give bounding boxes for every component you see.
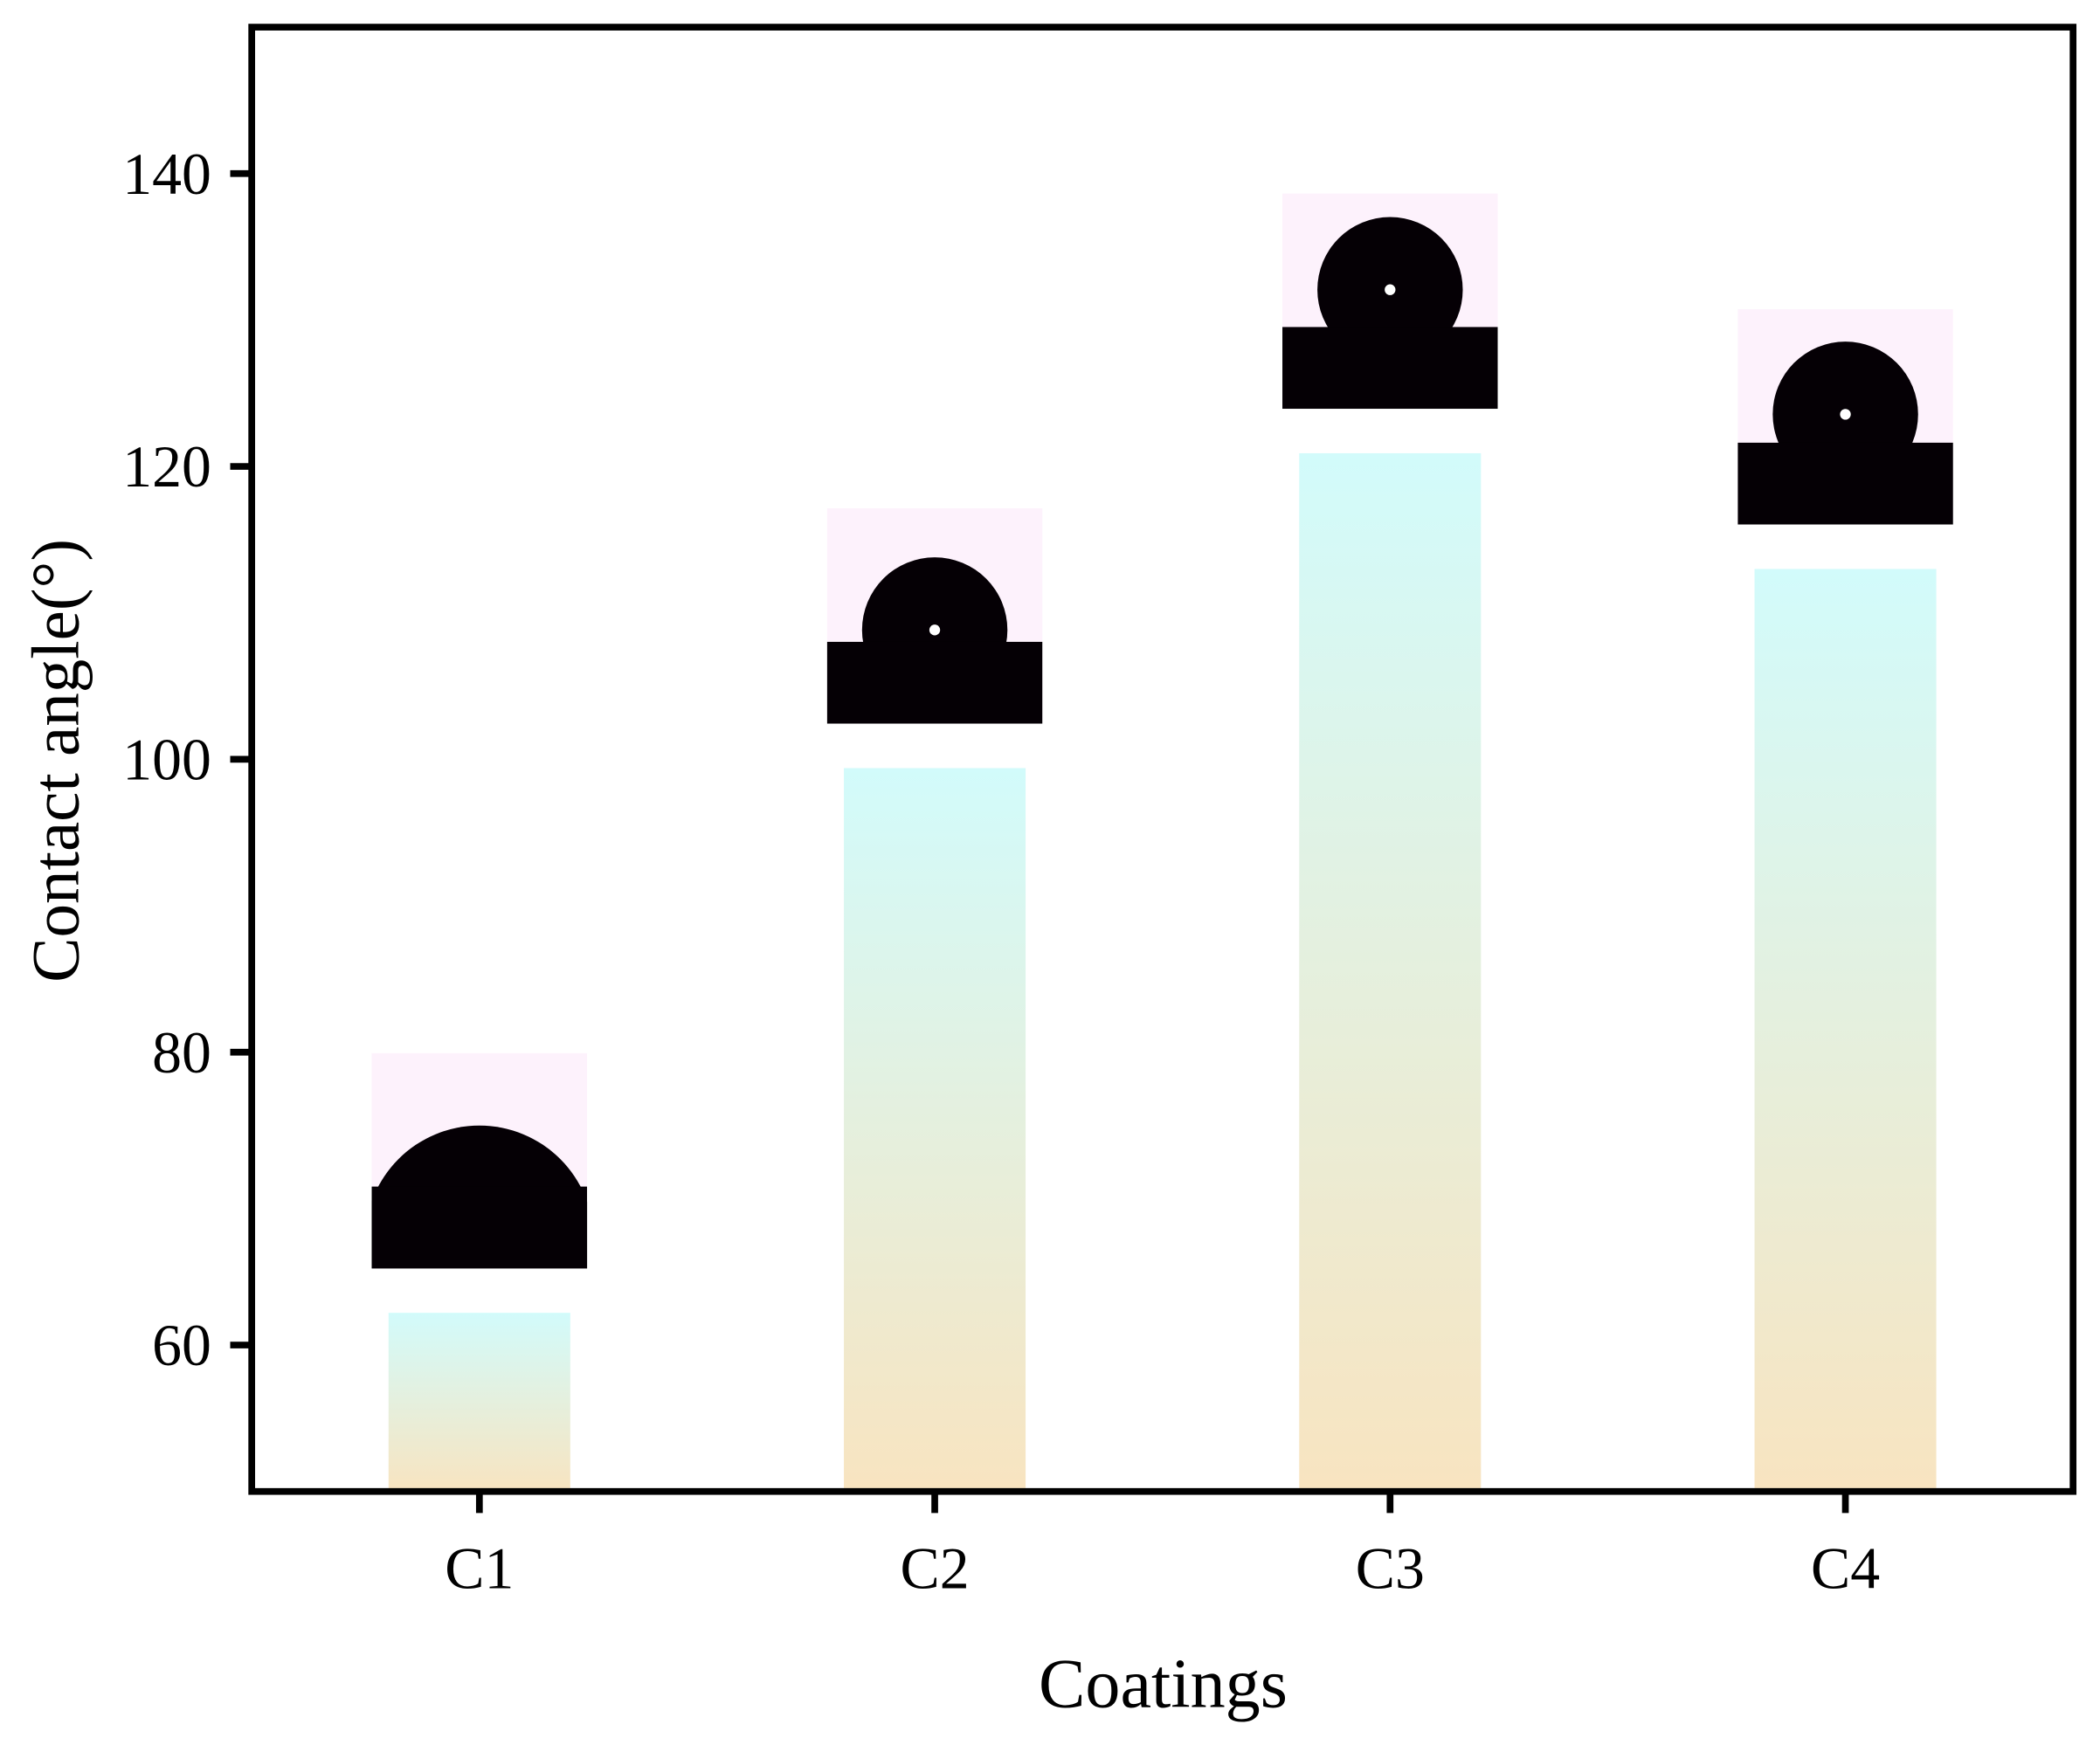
substrate xyxy=(371,1186,588,1269)
x-tick-label: C2 xyxy=(900,1536,969,1602)
y-tick-label: 100 xyxy=(122,728,211,793)
bar-C3 xyxy=(1299,452,1482,1492)
droplet-inset-C3 xyxy=(1282,193,1498,410)
bar-C4 xyxy=(1754,569,1937,1492)
x-axis-label: Coatings xyxy=(1039,1645,1288,1722)
x-tick-label: C4 xyxy=(1811,1536,1880,1602)
bar-C2 xyxy=(844,768,1026,1492)
substrate xyxy=(1282,327,1498,410)
droplet-inset-C1 xyxy=(371,1052,588,1269)
droplet-insets xyxy=(371,193,1953,1269)
x-tick-label: C1 xyxy=(445,1536,514,1602)
droplet-inset-C2 xyxy=(826,508,1043,724)
y-tick-label: 140 xyxy=(122,141,211,207)
x-tick-label: C3 xyxy=(1356,1536,1425,1602)
y-axis-label: Contact angle(°) xyxy=(17,539,93,983)
substrate xyxy=(1737,442,1953,525)
bar-C1 xyxy=(388,1313,570,1492)
substrate xyxy=(826,641,1043,724)
y-tick-label: 60 xyxy=(152,1313,211,1378)
y-tick-label: 120 xyxy=(122,434,211,500)
droplet-inset-C4 xyxy=(1737,309,1953,525)
x-axis: C1 C2 C3 C4 xyxy=(445,1491,1880,1602)
y-axis: 60 80 100 120 140 xyxy=(122,141,252,1378)
y-tick-label: 80 xyxy=(152,1020,211,1086)
bars xyxy=(388,452,1937,1492)
